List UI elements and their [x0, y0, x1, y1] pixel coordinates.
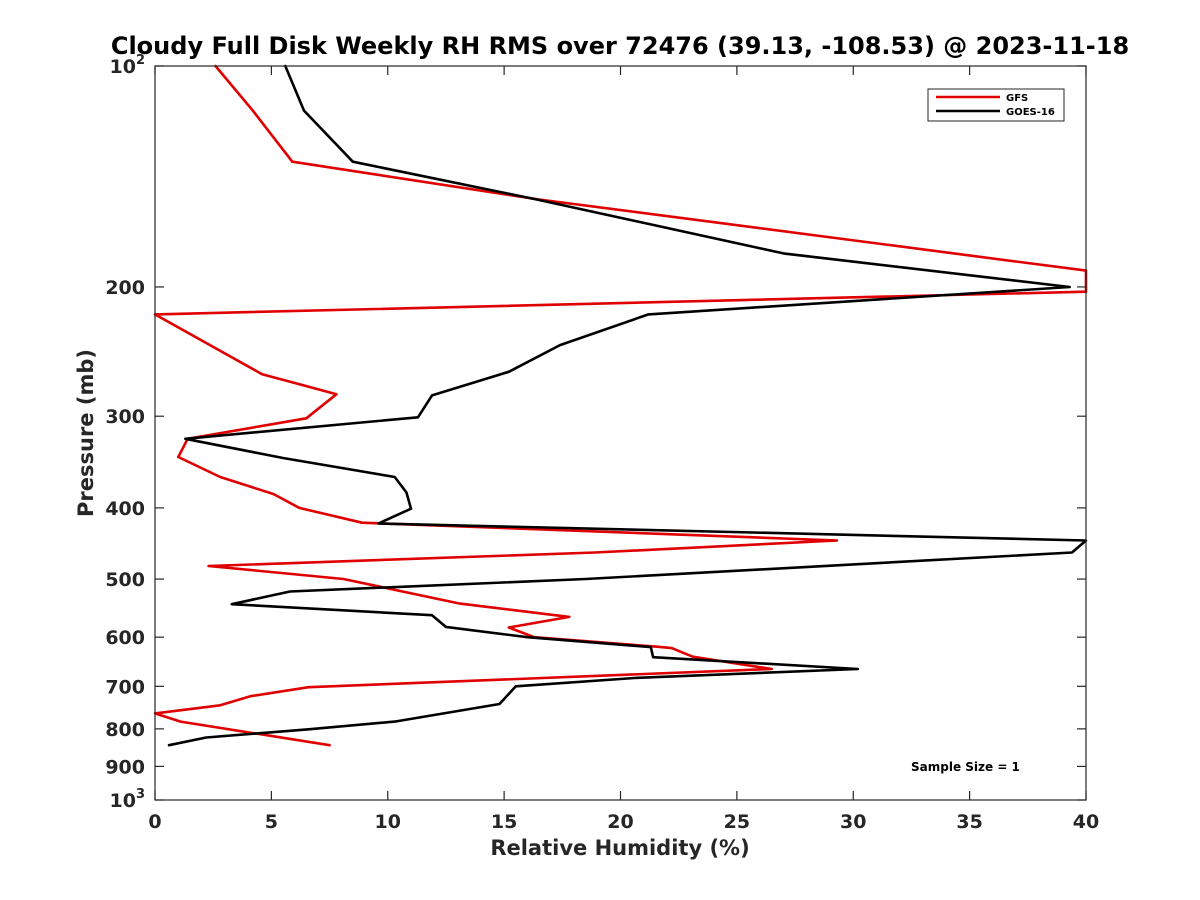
y-tick-label-base: 10 [110, 56, 136, 78]
y-tick-label: 900 [105, 756, 145, 778]
x-tick-label: 10 [375, 811, 401, 833]
y-tick-label-exponent: 2 [136, 53, 145, 68]
x-tick-label: 20 [607, 811, 633, 833]
x-tick-label: 35 [956, 811, 982, 833]
y-tick-label: 200 [105, 277, 145, 299]
series-layer [153, 64, 1088, 747]
y-tick-label: 600 [105, 627, 145, 649]
x-tick-label: 30 [840, 811, 866, 833]
y-tick-label: 300 [105, 406, 145, 428]
legend-label-gfs: GFS [1006, 93, 1028, 104]
sample-size-annotation: Sample Size = 1 [911, 760, 1020, 774]
legend: GFS GOES-16 [927, 88, 1065, 122]
x-tick-label: 5 [265, 811, 278, 833]
y-tick-label: 103 [110, 787, 146, 812]
y-tick-label: 800 [105, 719, 145, 741]
x-tick-label: 40 [1073, 811, 1099, 833]
y-tick-label: 700 [105, 676, 145, 698]
legend-box [927, 88, 1065, 122]
x-tick-label: 25 [724, 811, 750, 833]
x-tick-label: 0 [148, 811, 161, 833]
y-tick-label: 400 [105, 498, 145, 520]
y-axis-label: Pressure (mb) [74, 349, 98, 517]
chart-title: Cloudy Full Disk Weekly RH RMS over 7247… [111, 32, 1129, 60]
legend-label-goes16: GOES-16 [1006, 107, 1055, 118]
series-line-gfs [153, 64, 1088, 747]
y-tick-label-base: 10 [110, 790, 136, 812]
x-axis: 0 5 10 15 20 25 30 35 40 [148, 66, 1099, 833]
x-axis-label: Relative Humidity (%) [490, 836, 749, 860]
y-tick-label: 500 [105, 569, 145, 591]
y-tick-label: 102 [110, 53, 146, 78]
x-tick-label: 15 [491, 811, 517, 833]
y-tick-label-exponent: 3 [136, 787, 145, 802]
